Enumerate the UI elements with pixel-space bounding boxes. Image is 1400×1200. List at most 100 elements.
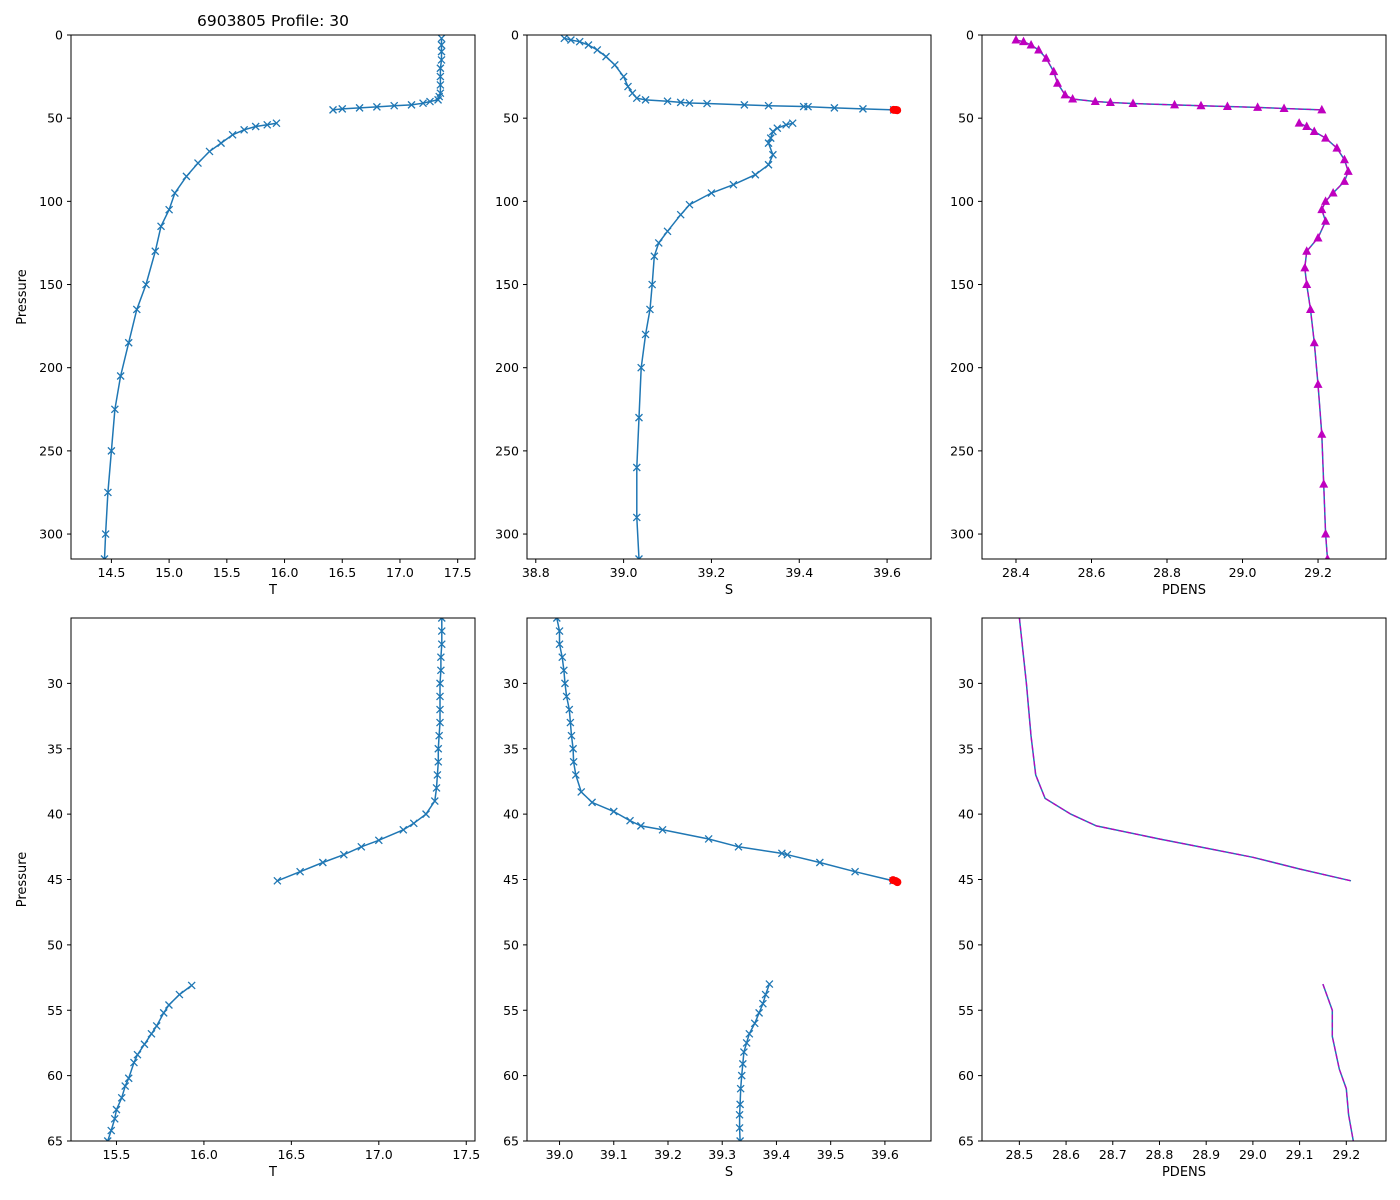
x-tick-label: 14.5 [97,565,125,580]
x-tick-label: 38.8 [522,565,550,580]
triangle-marker-point [1317,104,1327,114]
y-tick-label: 100 [495,194,519,209]
y-tick-label: 55 [503,1003,519,1018]
x-marker-point [133,1050,142,1059]
x-tick-label: 16.5 [328,565,356,580]
x-tick-label: 39.0 [610,565,638,580]
x-marker-point [436,692,444,701]
x-marker-point [569,757,578,766]
y-tick-label: 45 [47,872,63,887]
plot-area [1011,35,1353,559]
x-marker-point [768,150,777,159]
subplot-bot-pdens: 28.5 28.6 28.7 28.8 28.9 29.0 29.1 29.2 30 35 40 45… [958,617,1387,1180]
x-marker-point [338,104,347,113]
x-marker-point [764,101,773,110]
triangle-marker-point [1317,429,1327,438]
x-tick-label: 17.0 [386,565,414,580]
x-marker-point [632,463,641,472]
y-tick-label: 300 [495,527,519,542]
y-tick-label: 50 [47,937,63,952]
x-marker-point [609,807,618,816]
x-marker-point [641,95,650,104]
x-marker-point [561,679,569,688]
x-tick-label: 16.0 [271,565,299,580]
y-tick-label: 40 [958,807,974,822]
x-marker-point [251,122,260,131]
triangle-marker-point [1302,279,1312,289]
y-tick-label: 50 [958,937,974,952]
axes-frame [981,617,1387,1142]
y-tick-label: 100 [39,194,63,209]
x-marker-point [175,990,184,999]
x-marker-point [130,1058,138,1067]
triangle-marker-point [1321,196,1331,205]
y-tick-label: 0 [55,28,63,43]
x-tick-label: 39.2 [698,565,726,580]
triangle-marker-point [1328,188,1338,197]
y-axis-label: Pressure [15,852,30,908]
series-t [103,618,446,1141]
x-marker-point [558,653,567,662]
plot-area [103,618,446,1141]
triangle-marker-point [1324,554,1331,559]
x-marker-point [764,160,773,169]
triangle-marker-point [1319,479,1329,488]
x-marker-point [432,784,441,792]
axes-frame [526,34,932,560]
x-marker-point [632,94,641,103]
x-marker-point [676,210,685,219]
x-marker-point [619,72,628,81]
x-marker-point [562,692,571,701]
y-tick-label: 250 [495,443,519,458]
x-axis-label: S [725,1165,733,1180]
triangle-marker-point [1196,100,1206,110]
x-tick-label: 28.6 [1078,565,1106,580]
x-marker-point [734,842,743,851]
x-marker-point [433,770,442,779]
x-tick-label: 39.3 [708,1147,736,1162]
series-s [552,618,897,1141]
x-marker-point [736,1137,745,1141]
x-marker-point [745,1029,754,1038]
x-marker-point [110,1114,119,1123]
x-axis-label: PDENS [1162,583,1206,598]
triangle-marker-point [1309,126,1319,135]
x-tick-label: 29.2 [1332,1147,1360,1162]
x-marker-point [409,819,418,828]
x-marker-point [738,1059,747,1068]
series-line-segment [103,122,277,559]
x-marker-point [804,102,813,111]
x-marker-point [436,80,445,89]
x-marker-point [641,330,650,339]
x-tick-label: 28.8 [1153,565,1181,580]
subplot-grid: 14.5 15.0 15.5 16.0 16.5 17.0 17.5 0 50 100 150 200… [15,28,1387,1180]
triangle-marker-point [1060,89,1070,99]
x-marker-point [740,100,749,109]
x-marker-point [765,980,774,989]
x-tick-label: 15.5 [103,1147,131,1162]
x-marker-point [240,125,249,134]
x-marker-point [552,618,561,622]
x-marker-point [645,305,654,314]
y-tick-label: 30 [503,676,519,691]
x-marker-point [170,189,179,197]
plot-area [100,35,446,559]
x-marker-point [588,798,597,807]
y-tick-label: 60 [47,1068,63,1083]
x-marker-point [272,119,281,128]
x-marker-point [658,825,667,834]
x-tick-label: 16.0 [190,1147,218,1162]
x-marker-point [339,850,348,859]
triangle-marker-point [1302,246,1312,255]
x-marker-point [157,222,165,231]
axes-frame [70,617,476,1142]
x-marker-point [399,825,408,834]
y-tick-label: 45 [958,872,974,887]
x-marker-point [782,120,791,129]
y-tick-label: 40 [47,807,63,822]
x-marker-point [566,718,575,727]
x-marker-point [663,97,672,106]
y-tick-label: 60 [503,1068,519,1083]
